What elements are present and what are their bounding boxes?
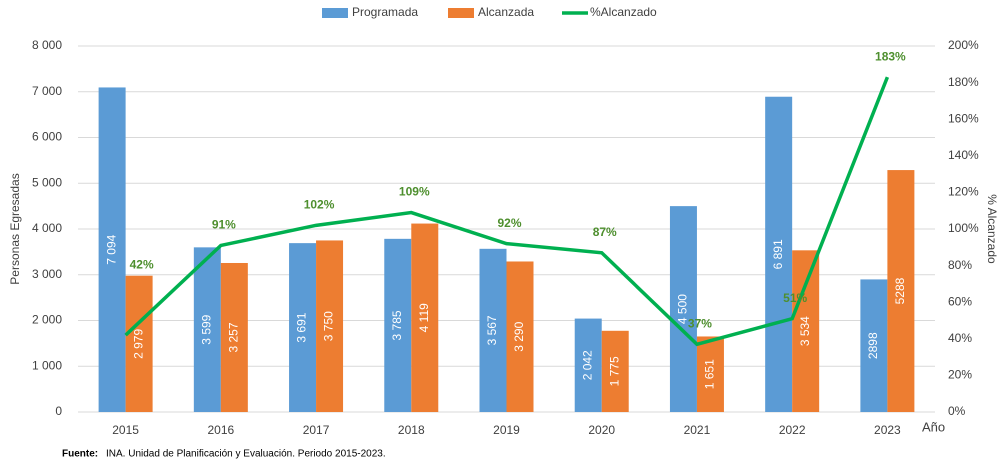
bar: [411, 223, 439, 412]
x-tick-label: 2023: [874, 423, 901, 437]
bar: [860, 279, 888, 412]
y2-tick-label: 60%: [948, 294, 972, 308]
bar: [98, 87, 126, 413]
y2-tick-label: 80%: [948, 258, 972, 272]
x-tick-label: 2018: [398, 423, 425, 437]
line-value-label: 51%: [783, 291, 807, 305]
y2-tick-label: 180%: [948, 75, 979, 89]
legend-label: Alcanzada: [478, 5, 534, 19]
bar: [601, 330, 629, 412]
bar-value-label: 3 785: [390, 310, 404, 340]
bar-value-label: 3 567: [485, 315, 499, 345]
bar: [220, 262, 248, 412]
y-tick-label: 5 000: [32, 175, 62, 189]
bar-value-label: 3 257: [227, 322, 241, 352]
x-tick-label: 2017: [303, 423, 330, 437]
x-axis-label: Año: [922, 419, 945, 434]
x-tick-label: 2021: [684, 423, 711, 437]
line-value-label: 37%: [688, 316, 712, 330]
y-tick-label: 3 000: [32, 267, 62, 281]
legend-swatch: [322, 8, 348, 18]
y-tick-label: 6 000: [32, 130, 62, 144]
y-tick-label: 2 000: [32, 313, 62, 327]
bar-value-label: 1 775: [607, 356, 621, 386]
line-value-label: 109%: [399, 185, 430, 199]
y2-axis-label: % Alcanzado: [985, 194, 999, 264]
legend-label: %Alcanzado: [590, 5, 657, 19]
bar: [479, 248, 507, 412]
bar: [316, 240, 344, 412]
line-value-label: 92%: [497, 216, 521, 230]
y2-tick-label: 120%: [948, 185, 979, 199]
bar: [289, 243, 317, 412]
bar-value-label: 4 500: [676, 294, 690, 324]
y2-tick-label: 100%: [948, 221, 979, 235]
y2-tick-label: 160%: [948, 111, 979, 125]
bar-value-label: 6 891: [771, 239, 785, 269]
bar: [765, 96, 793, 412]
y-tick-label: 1 000: [32, 358, 62, 372]
y-tick-label: 7 000: [32, 84, 62, 98]
legend-label: Programada: [352, 5, 418, 19]
y2-tick-label: 20%: [948, 368, 972, 382]
x-tick-label: 2022: [779, 423, 806, 437]
bar-value-label: 7 094: [104, 234, 118, 264]
bar-value-label: 3 691: [295, 312, 309, 342]
x-tick-label: 2015: [112, 423, 139, 437]
line-value-label: 42%: [130, 257, 154, 271]
y2-tick-label: 140%: [948, 148, 979, 162]
bar-value-label: 2898: [866, 332, 880, 359]
bar-value-label: 3 290: [512, 321, 526, 351]
line: [124, 76, 890, 347]
bar: [384, 238, 412, 412]
y2-tick-label: 0%: [948, 404, 966, 418]
x-tick-label: 2020: [588, 423, 615, 437]
y-tick-label: 8 000: [32, 38, 62, 52]
line-value-label: 183%: [875, 49, 906, 63]
bar: [669, 206, 697, 412]
bar: [887, 170, 915, 412]
bar-value-label: 5288: [893, 277, 907, 304]
bar: [696, 336, 724, 412]
y2-tick-label: 200%: [948, 38, 979, 52]
bar-value-label: 3 534: [798, 316, 812, 346]
line-value-label: 102%: [304, 198, 335, 212]
bar: [506, 261, 534, 412]
bar-value-label: 2 979: [131, 329, 145, 359]
bar: [574, 318, 602, 412]
line-value-label: 91%: [212, 218, 236, 232]
y-tick-label: 0: [55, 404, 62, 418]
bar: [125, 275, 153, 412]
y-tick-label: 4 000: [32, 221, 62, 235]
bar-value-label: 1 651: [703, 359, 717, 389]
line-value-label: 87%: [593, 225, 617, 239]
y2-tick-label: 40%: [948, 331, 972, 345]
x-tick-label: 2019: [493, 423, 520, 437]
bar-value-label: 3 599: [200, 314, 214, 344]
source-text: INA. Unidad de Planificación y Evaluació…: [106, 449, 386, 460]
bar-value-label: 4 119: [417, 303, 431, 332]
bar: [792, 250, 820, 412]
bar-value-label: 2 042: [580, 350, 594, 380]
y-axis-label: Personas Egresadas: [8, 173, 22, 284]
bar: [193, 247, 221, 412]
x-tick-label: 2016: [207, 423, 234, 437]
legend-swatch: [448, 8, 474, 18]
source-label: Fuente:: [62, 449, 98, 460]
bar-value-label: 3 750: [322, 311, 336, 341]
